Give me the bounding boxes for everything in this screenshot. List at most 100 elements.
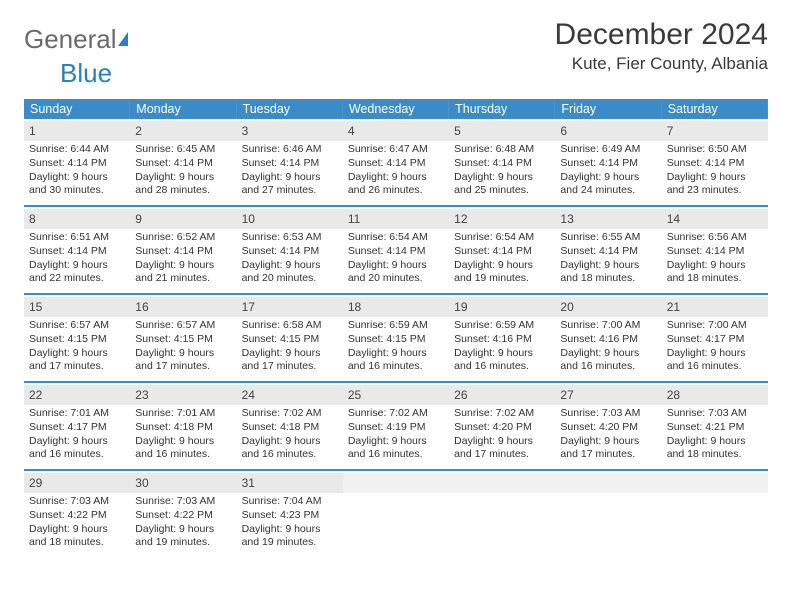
day-number: 10 — [242, 212, 255, 226]
calendar-day: 26Sunrise: 7:02 AMSunset: 4:20 PMDayligh… — [449, 383, 555, 469]
sunset-line: Sunset: 4:18 PM — [135, 421, 231, 434]
calendar-day: 31Sunrise: 7:04 AMSunset: 4:23 PMDayligh… — [237, 471, 343, 557]
sunset-line: Sunset: 4:14 PM — [348, 245, 444, 258]
sunrise-line: Sunrise: 7:02 AM — [242, 407, 338, 420]
sunset-line: Sunset: 4:19 PM — [348, 421, 444, 434]
daylight-line: Daylight: 9 hours and 16 minutes. — [348, 435, 444, 461]
day-number-row: 13 — [555, 209, 661, 229]
day-number: 26 — [454, 388, 467, 402]
day-number: 14 — [667, 212, 680, 226]
day-number-row: 3 — [237, 121, 343, 141]
day-number: 21 — [667, 300, 680, 314]
calendar-day: . — [662, 471, 768, 557]
day-number: 11 — [348, 212, 360, 226]
sunset-line: Sunset: 4:14 PM — [242, 157, 338, 170]
sunset-line: Sunset: 4:15 PM — [135, 333, 231, 346]
sunset-line: Sunset: 4:15 PM — [29, 333, 125, 346]
day-number-row: 25 — [343, 385, 449, 405]
calendar-day: 25Sunrise: 7:02 AMSunset: 4:19 PMDayligh… — [343, 383, 449, 469]
sunset-line: Sunset: 4:22 PM — [135, 509, 231, 522]
calendar-day: 23Sunrise: 7:01 AMSunset: 4:18 PMDayligh… — [130, 383, 236, 469]
sunset-line: Sunset: 4:23 PM — [242, 509, 338, 522]
day-number: 23 — [135, 388, 148, 402]
calendar-week: 22 Sunrise: 7:01 AM Sunset: 4:17 PM Dayligh… — [24, 383, 768, 471]
sunrise-line: Sunrise: 7:01 AM — [135, 407, 231, 420]
calendar-week: 29Sunrise: 7:03 AMSunset: 4:22 PMDayligh… — [24, 471, 768, 557]
day-number: 4 — [348, 124, 355, 138]
daylight-line: Daylight: 9 hours and 20 minutes. — [242, 259, 338, 285]
calendar-day: 20Sunrise: 7:00 AMSunset: 4:16 PMDayligh… — [555, 295, 661, 381]
day-number-row: . — [449, 473, 555, 493]
calendar-body: 1Sunrise: 6:44 AMSunset: 4:14 PMDaylight… — [24, 119, 768, 557]
day-number-row: 31 — [237, 473, 343, 493]
daylight-line: Daylight: 9 hours and 16 minutes. — [667, 347, 763, 373]
daylight-line: Daylight: 9 hours and 23 minutes. — [667, 171, 763, 197]
calendar-day: . — [343, 471, 449, 557]
day-number: 27 — [560, 388, 573, 402]
calendar-day: 21Sunrise: 7:00 AMSunset: 4:17 PMDayligh… — [662, 295, 768, 381]
sunrise-line: Sunrise: 6:47 AM — [348, 143, 444, 156]
day-number-row: . — [662, 473, 768, 493]
day-number-row: 27 — [555, 385, 661, 405]
weekday-thu: Thursday — [449, 99, 555, 119]
day-number: 2 — [135, 124, 142, 138]
daylight-line: Daylight: 9 hours and 28 minutes. — [135, 171, 231, 197]
day-number: 5 — [454, 124, 461, 138]
daylight-line: Daylight: 9 hours and 17 minutes. — [454, 435, 550, 461]
daylight-line: Daylight: 9 hours and 20 minutes. — [348, 259, 444, 285]
calendar-day: 7Sunrise: 6:50 AMSunset: 4:14 PMDaylight… — [662, 119, 768, 205]
calendar-day: 18Sunrise: 6:59 AMSunset: 4:15 PMDayligh… — [343, 295, 449, 381]
calendar-day: 6Sunrise: 6:49 AMSunset: 4:14 PMDaylight… — [555, 119, 661, 205]
day-number-row: 22 — [24, 385, 130, 405]
day-number-row: 1 — [24, 121, 130, 141]
day-number-row: 18 — [343, 297, 449, 317]
weekday-mon: Monday — [130, 99, 236, 119]
calendar-day: . — [449, 471, 555, 557]
calendar-week: 8Sunrise: 6:51 AMSunset: 4:14 PMDaylight… — [24, 207, 768, 295]
daylight-line: Daylight: 9 hours and 30 minutes. — [29, 171, 125, 197]
weekday-sun: Sunday — [24, 99, 130, 119]
weekday-header: Sunday Monday Tuesday Wednesday Thursday… — [24, 99, 768, 119]
day-number: 8 — [29, 212, 36, 226]
daylight-line: Daylight: 9 hours and 17 minutes. — [135, 347, 231, 373]
day-number-row: . — [343, 473, 449, 493]
sunrise-line: Sunrise: 6:57 AM — [135, 319, 231, 332]
weekday-sat: Saturday — [662, 99, 768, 119]
day-number-row: 5 — [449, 121, 555, 141]
sunset-line: Sunset: 4:14 PM — [667, 157, 763, 170]
sunset-line: Sunset: 4:14 PM — [454, 245, 550, 258]
calendar-day: 24Sunrise: 7:02 AMSunset: 4:18 PMDayligh… — [237, 383, 343, 469]
day-number: 19 — [454, 300, 467, 314]
day-number-row: 24 — [237, 385, 343, 405]
calendar-page: General December 2024 Kute, Fier County,… — [0, 0, 792, 581]
daylight-line: Daylight: 9 hours and 19 minutes. — [454, 259, 550, 285]
daylight-line: Daylight: 9 hours and 25 minutes. — [454, 171, 550, 197]
calendar-day: 1Sunrise: 6:44 AMSunset: 4:14 PMDaylight… — [24, 119, 130, 205]
sunrise-line: Sunrise: 6:51 AM — [29, 231, 125, 244]
daylight-line: Daylight: 9 hours and 16 minutes. — [560, 347, 656, 373]
daylight-line: Daylight: 9 hours and 19 minutes. — [135, 523, 231, 549]
day-number-row: 20 — [555, 297, 661, 317]
calendar-day: 4Sunrise: 6:47 AMSunset: 4:14 PMDaylight… — [343, 119, 449, 205]
calendar-day: 5Sunrise: 6:48 AMSunset: 4:14 PMDaylight… — [449, 119, 555, 205]
sunrise-line: Sunrise: 6:57 AM — [29, 319, 125, 332]
sunrise-line: Sunrise: 6:56 AM — [667, 231, 763, 244]
weekday-fri: Friday — [555, 99, 661, 119]
day-number-row: 8 — [24, 209, 130, 229]
brand-part1: General — [24, 24, 117, 55]
day-number-row: 10 — [237, 209, 343, 229]
brand-logo: General — [24, 24, 129, 55]
daylight-line: Daylight: 9 hours and 17 minutes. — [242, 347, 338, 373]
day-number-row: 9 — [130, 209, 236, 229]
day-number-row: 12 — [449, 209, 555, 229]
calendar-day: 13Sunrise: 6:55 AMSunset: 4:14 PMDayligh… — [555, 207, 661, 293]
sunrise-line: Sunrise: 6:50 AM — [667, 143, 763, 156]
month-title: December 2024 — [555, 18, 768, 52]
sunset-line: Sunset: 4:14 PM — [242, 245, 338, 258]
sunset-line: Sunset: 4:17 PM — [29, 421, 125, 434]
sunset-line: Sunset: 4:20 PM — [560, 421, 656, 434]
day-number: 16 — [135, 300, 148, 314]
sunset-line: Sunset: 4:22 PM — [29, 509, 125, 522]
daylight-line: Daylight: 9 hours and 16 minutes. — [242, 435, 338, 461]
daylight-line: Daylight: 9 hours and 26 minutes. — [348, 171, 444, 197]
